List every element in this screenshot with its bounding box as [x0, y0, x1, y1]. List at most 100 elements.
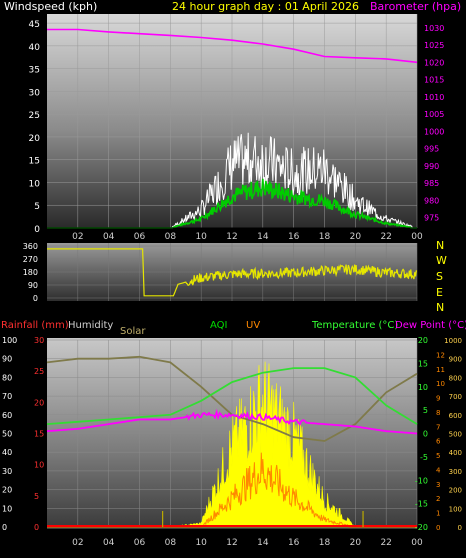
temperature-label: Temperature (°C) — [311, 320, 398, 331]
wind-y-tick: 25 — [29, 111, 40, 121]
climate-x-tick: 00 — [411, 538, 423, 548]
uv-y-tick: 3 — [436, 481, 440, 489]
wind-direction-series-line — [47, 248, 417, 297]
rainfall-y-tick: 5 — [34, 492, 39, 501]
humidity-y-tick: 70 — [2, 392, 12, 401]
barometer-y-tick: 1025 — [424, 41, 444, 50]
humidity-y-tick: 80 — [2, 373, 12, 382]
wind-x-tick: 20 — [350, 232, 362, 242]
uv-y-tick: 1 — [436, 510, 440, 518]
uv-y-tick: 6 — [436, 438, 441, 446]
uv-y-tick: 5 — [436, 452, 440, 460]
temperature-y-tick: 15 — [418, 359, 428, 368]
barometer-y-tick: 1030 — [424, 24, 444, 33]
solar-y-tick: 600 — [449, 412, 462, 420]
solar-y-tick: 500 — [449, 431, 462, 439]
chart-title: 24 hour graph day : 01 April 2026 — [172, 0, 359, 13]
wind-y-tick: 45 — [29, 20, 40, 30]
temperature-series-line — [46, 367, 418, 425]
barometer-y-tick: 975 — [424, 214, 439, 223]
direction-y-tick: 90 — [28, 281, 38, 290]
wind-y-tick: 10 — [29, 179, 41, 189]
rainfall-y-tick: 10 — [34, 461, 44, 470]
uv-y-tick: 2 — [436, 495, 440, 503]
solar-y-tick: 200 — [449, 487, 462, 495]
temperature-y-tick: -5 — [420, 453, 428, 462]
rainfall-y-tick: 25 — [34, 367, 44, 376]
wind-x-tick: 02 — [72, 232, 83, 242]
direction-y-tick: 0 — [33, 294, 38, 303]
barometer-axis-label: Barometer (hpa) — [370, 0, 461, 13]
solar-y-tick: 900 — [449, 356, 462, 364]
temperature-y-tick: -10 — [415, 476, 428, 485]
temperature-y-tick: 10 — [418, 383, 428, 392]
climate-x-tick: 02 — [72, 538, 83, 548]
wind-y-tick: 15 — [29, 157, 40, 167]
humidity-y-tick: 20 — [2, 486, 12, 495]
solar-y-tick: 800 — [449, 374, 462, 382]
climate-x-tick: 04 — [103, 538, 115, 548]
temperature-y-tick: 5 — [423, 406, 428, 415]
wind-x-tick: 08 — [165, 232, 177, 242]
humidity-y-tick: 60 — [2, 411, 12, 420]
temperature-y-tick: 0 — [423, 430, 428, 439]
uv-y-tick: 9 — [436, 395, 440, 403]
wind-y-tick: 5 — [34, 202, 40, 212]
barometer-series-line — [47, 28, 418, 64]
uv-y-tick: 12 — [436, 351, 445, 359]
climate-x-tick: 22 — [380, 538, 391, 548]
barometer-y-tick: 1005 — [424, 110, 444, 119]
solar-y-tick: 100 — [449, 505, 462, 513]
uv-y-tick: 0 — [436, 524, 440, 532]
axes-layer: 0510152025303540459759809859909951000100… — [2, 20, 462, 548]
barometer-y-tick: 995 — [424, 145, 439, 154]
barometer-y-tick: 1020 — [424, 58, 444, 67]
compass-label-e: E — [436, 286, 443, 299]
barometer-y-tick: 1010 — [424, 93, 444, 102]
dewpoint-series-line — [46, 408, 418, 435]
climate-x-tick: 12 — [226, 538, 237, 548]
wind-grid — [47, 14, 418, 229]
uv-y-tick: 11 — [436, 366, 445, 374]
humidity-y-tick: 10 — [2, 504, 12, 513]
wind-x-tick: 10 — [195, 232, 207, 242]
windspeed-axis-label: Windspeed (kph) — [4, 0, 97, 13]
wind-x-tick: 12 — [226, 232, 237, 242]
rainfall-y-tick: 20 — [34, 398, 44, 407]
rainfall-y-tick: 0 — [34, 523, 39, 532]
humidity-y-tick: 90 — [2, 355, 12, 364]
wind-x-tick: 22 — [380, 232, 391, 242]
humidity-y-tick: 0 — [2, 523, 7, 532]
barometer-y-tick: 1000 — [424, 127, 444, 136]
climate-x-tick: 08 — [165, 538, 177, 548]
wind-y-tick: 20 — [29, 134, 41, 144]
rainfall-y-tick: 30 — [34, 336, 44, 345]
climate-x-tick: 10 — [195, 538, 207, 548]
humidity-y-tick: 30 — [2, 467, 12, 476]
humidity-label: Humidity — [68, 320, 113, 331]
uv-label: UV — [246, 320, 260, 331]
temperature-y-tick: -15 — [415, 500, 428, 509]
aqi-label: AQI — [210, 320, 228, 331]
wind-x-tick: 16 — [288, 232, 300, 242]
uv-y-tick: 8 — [436, 409, 440, 417]
uv-y-tick: 4 — [436, 466, 441, 474]
solar-y-tick: 700 — [449, 393, 462, 401]
uv-y-tick: 10 — [436, 380, 445, 388]
barometer-y-tick: 1015 — [424, 76, 444, 85]
rainfall-y-tick: 15 — [34, 430, 44, 439]
wind-x-tick: 18 — [319, 232, 331, 242]
wind-y-tick: 40 — [29, 43, 41, 53]
climate-x-tick: 06 — [134, 538, 146, 548]
dewpoint-label: Dew Point (°C) — [395, 320, 466, 331]
rainfall-label: Rainfall (mm) — [1, 320, 69, 331]
compass-label-w: W — [436, 254, 447, 267]
humidity-y-tick: 40 — [2, 448, 12, 457]
humidity-y-tick: 100 — [2, 336, 17, 345]
climate-x-tick: 20 — [350, 538, 362, 548]
barometer-y-tick: 985 — [424, 179, 439, 188]
wind-x-tick: 04 — [103, 232, 115, 242]
direction-y-tick: 270 — [23, 255, 38, 264]
direction-y-tick: 360 — [23, 242, 38, 251]
